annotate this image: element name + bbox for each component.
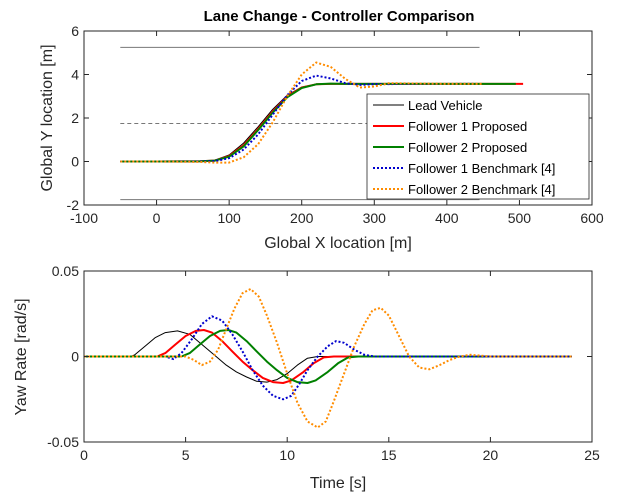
x-axis-label: Time [s] [310,475,366,492]
legend-entry: Follower 2 Benchmark [4] [373,182,555,197]
x-tick-label: 10 [279,447,295,463]
series-line [84,329,572,384]
legend-entry: Follower 1 Proposed [373,119,527,134]
x-tick-label: 600 [580,210,604,226]
legend-entry: Lead Vehicle [373,98,482,113]
x-tick-label: 300 [363,210,387,226]
x-tick-label: 20 [483,447,499,463]
series-line [84,288,572,429]
y-tick-label: 0 [71,154,79,170]
yaw-rate-data-layer [84,288,572,429]
legend-label: Follower 1 Benchmark [4] [408,161,555,176]
x-tick-label: 15 [381,447,397,463]
series-line [84,330,572,383]
legend: Lead Vehicle Follower 1 Proposed Followe… [366,93,590,200]
chart-title: Lane Change - Controller Comparison [204,8,475,25]
x-tick-label: 0 [80,447,88,463]
legend-label: Follower 2 Benchmark [4] [408,182,555,197]
y-tick-label: -2 [67,197,80,213]
trajectory-plot: Lane Change - Controller Comparison -100… [39,8,604,252]
legend-label: Follower 1 Proposed [408,119,527,134]
x-tick-label: 25 [584,447,600,463]
legend-entry: Follower 2 Proposed [373,140,527,155]
tick-layer: -100 0 100 200 300 400 500 600 -2 0 2 4 6 [67,23,604,226]
x-tick-label: -100 [70,210,98,226]
y-axis-label: Yaw Rate [rad/s] [13,298,30,415]
x-tick-label: 0 [153,210,161,226]
x-tick-label: 400 [435,210,459,226]
legend-label: Follower 2 Proposed [408,140,527,155]
x-tick-label: 200 [290,210,314,226]
y-tick-label: 6 [71,23,79,39]
y-tick-label: 0.05 [52,263,79,279]
x-axis-label: Global X location [m] [264,235,412,252]
y-tick-label: 0 [71,349,79,365]
x-tick-label: 100 [217,210,241,226]
legend-entry: Follower 1 Benchmark [4] [373,161,555,176]
y-axis-label: Global Y location [m] [39,44,56,191]
series-line [120,74,476,163]
legend-label: Lead Vehicle [408,98,482,113]
series-line [120,61,484,164]
y-tick-label: -0.05 [47,434,79,450]
x-tick-label: 500 [508,210,532,226]
trajectory-data-layer [120,46,524,201]
series-line [84,315,572,401]
y-tick-label: 4 [71,67,79,83]
x-tick-label: 5 [182,447,190,463]
y-tick-label: 2 [71,110,79,126]
